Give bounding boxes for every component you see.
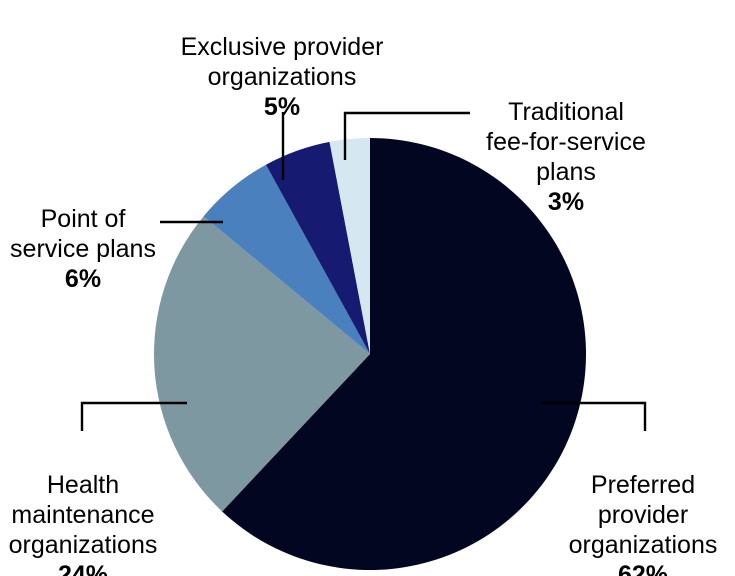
label-traditional: Traditional fee-for-service plans 3% [486,67,646,247]
label-point-of-service-pct: 6% [64,265,102,293]
leader-line-traditional [343,111,470,160]
label-traditional-text: Traditional fee-for-service plans [486,98,646,186]
label-preferred: Preferred provider organizations 62% [569,440,718,576]
label-exclusive-text: Exclusive provider organizations [180,33,384,91]
label-hmo-pct: 24% [57,561,109,576]
pie-slice-preferred-provider-organizations [222,138,586,570]
label-exclusive: Exclusive provider organizations 5% [181,2,384,152]
leader-lines [80,111,647,431]
pie-slice-health-maintenance-organizations [154,216,370,512]
pie-slice-exclusive-provider-organizations [265,141,370,354]
label-hmo-text: Health maintenance organizations [8,471,158,559]
leader-line-preferred [541,401,647,431]
label-preferred-pct: 62% [617,561,669,576]
label-preferred-text: Preferred provider organizations [568,471,718,559]
pie-slice-traditional-fee-for-service-plans [329,138,370,354]
label-traditional-pct: 3% [547,188,585,216]
pie-slice-point-of-service-plans [203,164,370,354]
label-point-of-service-text: Point of service plans [10,205,156,263]
pie-slices [154,138,586,570]
leader-line-hmo [80,401,187,431]
label-point-of-service: Point of service plans 6% [10,174,156,324]
label-exclusive-pct: 5% [263,93,301,121]
label-hmo: Health maintenance organizations 24% [9,440,158,576]
